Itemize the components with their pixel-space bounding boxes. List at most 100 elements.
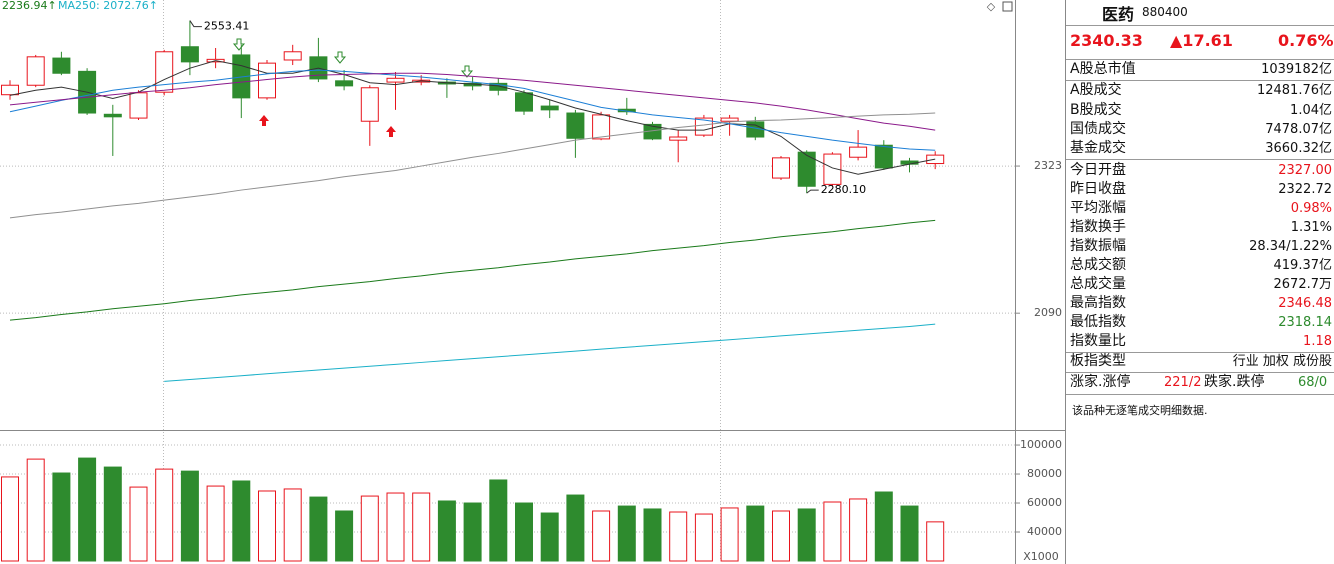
moving-average: [9, 219, 936, 321]
volume-bar: [283, 488, 302, 562]
candle-body: [874, 144, 893, 169]
stat-label: 国债成交: [1070, 121, 1126, 137]
signal-arrow: [259, 115, 269, 126]
price: 2340.33: [1070, 31, 1143, 50]
volume-bar: [669, 511, 688, 562]
volume-bar: [129, 486, 148, 562]
stat-value: 2327.00: [1278, 163, 1332, 178]
moving-average: [9, 112, 936, 219]
volume-bar: [926, 521, 945, 562]
stat-value: 68/0: [1298, 375, 1328, 390]
stat-value: 2322.72: [1278, 182, 1332, 197]
stat-row: 指数换手 1.31%: [1070, 218, 1332, 237]
stat-value: 1.04亿: [1290, 103, 1332, 118]
stat-label: 指数振幅: [1070, 238, 1126, 254]
stat-label: 板指类型: [1070, 353, 1126, 369]
volume-bar: [746, 505, 765, 562]
stat-row: A股成交 12481.76亿: [1070, 81, 1332, 100]
volume-bar: [463, 502, 482, 562]
signal-arrow: [232, 38, 246, 51]
volume-bar: [849, 498, 868, 562]
index-code: 880400: [1142, 5, 1188, 19]
divider: [1066, 80, 1334, 81]
note: 该品种无逐笔成交明细数据.: [1072, 404, 1208, 417]
stat-row: 指数振幅 28.34/1.22%: [1070, 237, 1332, 256]
stat-row: B股成交 1.04亿: [1070, 101, 1332, 120]
percent: 0.76%: [1278, 31, 1334, 50]
volume-bar: [52, 472, 71, 562]
y-tick-label: 40000: [1027, 525, 1062, 538]
annotation-pointer: [189, 20, 202, 28]
candle-body: [694, 117, 713, 136]
candle-body: [566, 112, 585, 139]
stat-label: 最低指数: [1070, 314, 1126, 330]
stat-row: 最低指数 2318.14: [1070, 313, 1332, 332]
stat-value: 1039182亿: [1261, 62, 1332, 77]
stat-row: 昨日收盘 2322.72: [1070, 180, 1332, 199]
candle-body: [335, 80, 354, 87]
stat-row: 今日开盘 2327.00: [1070, 161, 1332, 180]
volume-bar: [617, 505, 636, 562]
volume-bar: [1, 476, 19, 562]
legend-entry: MA250: 2072.76↑: [58, 0, 158, 12]
candle-body: [180, 46, 199, 63]
y-tick-label: 2090: [1034, 306, 1062, 319]
unit-label: X1000: [1023, 550, 1059, 563]
stat-row: 指数量比 1.18: [1070, 332, 1332, 351]
change: ▲17.61: [1170, 31, 1233, 50]
icon[interactable]: [1002, 1, 1013, 12]
candle-body: [360, 87, 379, 122]
volume-bar: [206, 485, 225, 562]
candle-body: [592, 114, 611, 140]
candle-body: [129, 92, 148, 119]
volume-bar: [258, 490, 276, 562]
volume-bar: [180, 470, 199, 562]
stat-value: 3660.32亿: [1265, 141, 1332, 156]
candle-body: [26, 56, 45, 86]
moving-average: [9, 69, 936, 151]
stat-label: 今日开盘: [1070, 162, 1126, 178]
candle-body: [823, 153, 842, 185]
index-name: 医药: [1102, 5, 1135, 24]
stat-row: 总成交额 419.37亿: [1070, 256, 1332, 275]
stat-label: 平均涨幅: [1070, 200, 1126, 216]
volume-bar: [412, 492, 431, 562]
moving-average: [9, 72, 936, 131]
stat-row: 国债成交 7478.07亿: [1070, 120, 1332, 139]
stat-row: A股总市值 1039182亿: [1070, 60, 1332, 79]
high-annotation: 2553.41: [204, 20, 250, 33]
stat-value: 7478.07亿: [1265, 122, 1332, 137]
icon[interactable]: ◇: [987, 0, 996, 13]
volume-bar: [900, 505, 919, 562]
stat-row: 最高指数 2346.48: [1070, 294, 1332, 313]
candle-body: [772, 157, 790, 179]
stat-label: B股成交: [1070, 102, 1122, 118]
signal-arrow: [460, 65, 474, 78]
candle-body: [797, 151, 816, 187]
candle-body: [103, 113, 122, 118]
volume-bar: [26, 458, 45, 562]
y-tick-label: 60000: [1027, 496, 1062, 509]
stat-label: A股成交: [1070, 82, 1122, 98]
divider: [1066, 25, 1334, 26]
volume-bar: [155, 468, 174, 562]
volume-bar: [797, 508, 816, 562]
divider: [1066, 394, 1334, 395]
breadth-row: 涨家.涨停 221/2 跌家.跌停 68/0: [1070, 373, 1332, 392]
y-tick-label: 2323: [1034, 159, 1062, 172]
stat-label: 涨家.涨停: [1070, 374, 1131, 390]
candle-body: [155, 51, 174, 93]
stat-value: 0.98%: [1290, 201, 1332, 216]
candle-body: [617, 108, 636, 113]
stat-label: 昨日收盘: [1070, 181, 1126, 197]
divider: [1066, 159, 1334, 160]
low-annotation: 2280.10: [821, 183, 867, 196]
annotation-pointer: [806, 189, 819, 194]
y-tick-label: 80000: [1027, 467, 1062, 480]
moving-average: [164, 323, 936, 382]
candle-body: [489, 82, 508, 91]
signal-arrow: [333, 51, 347, 64]
stat-row: 总成交量 2672.7万: [1070, 275, 1332, 294]
volume-bar: [823, 501, 842, 562]
